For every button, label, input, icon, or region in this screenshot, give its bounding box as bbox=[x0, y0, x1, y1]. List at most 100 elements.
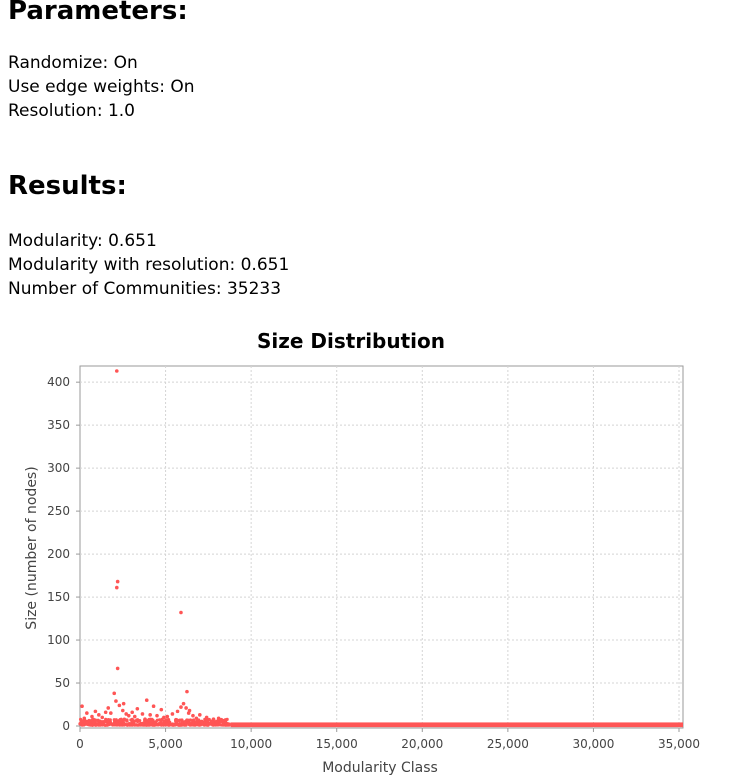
data-point bbox=[198, 713, 202, 717]
data-point bbox=[185, 689, 189, 694]
y-tick-label: 300 bbox=[47, 461, 70, 475]
data-point bbox=[103, 710, 108, 715]
dense-band-point bbox=[105, 723, 110, 727]
data-point bbox=[175, 709, 180, 714]
edge-weights-text: Use edge weights: On bbox=[8, 77, 195, 97]
dense-band-point bbox=[78, 717, 83, 721]
dense-band-point bbox=[150, 720, 154, 724]
dense-band-point bbox=[221, 722, 225, 727]
x-tick-label: 0 bbox=[76, 737, 84, 751]
dense-band-point bbox=[215, 720, 219, 724]
data-point bbox=[100, 715, 105, 720]
dense-band-point bbox=[125, 718, 129, 722]
data-point bbox=[135, 707, 140, 711]
data-point bbox=[114, 699, 118, 703]
data-point bbox=[151, 704, 156, 709]
x-tick-label: 10,000 bbox=[230, 737, 272, 751]
y-tick-label: 200 bbox=[47, 547, 70, 561]
data-point bbox=[126, 713, 131, 718]
data-point bbox=[170, 712, 175, 716]
dense-band-point bbox=[211, 723, 215, 727]
data-point bbox=[143, 717, 147, 721]
x-axis-title: Modularity Class bbox=[322, 760, 438, 776]
dense-band-point bbox=[133, 719, 137, 723]
dense-band-point bbox=[119, 719, 123, 723]
dense-band-point bbox=[135, 719, 140, 724]
data-points bbox=[80, 369, 228, 722]
dense-band-point bbox=[173, 723, 177, 727]
randomize-text: Randomize: On bbox=[8, 53, 138, 73]
data-point bbox=[82, 716, 87, 721]
dense-band-point bbox=[103, 719, 108, 723]
x-tick-label: 15,000 bbox=[316, 737, 358, 751]
data-point bbox=[165, 714, 170, 719]
data-point bbox=[216, 716, 221, 721]
modularity-resolution-text: Modularity with resolution: 0.651 bbox=[8, 255, 290, 275]
data-point bbox=[179, 705, 183, 709]
data-point bbox=[211, 717, 216, 721]
dense-band-point bbox=[147, 723, 151, 727]
dense-band-point bbox=[141, 723, 145, 727]
data-point bbox=[117, 703, 122, 708]
chart-title: Size Distribution bbox=[257, 329, 445, 353]
data-point bbox=[85, 711, 89, 715]
resolution-text: Resolution: 1.0 bbox=[8, 101, 135, 121]
data-point bbox=[179, 610, 183, 615]
data-point bbox=[194, 716, 199, 721]
x-tick-label: 30,000 bbox=[572, 737, 614, 751]
dense-band-point bbox=[115, 720, 119, 724]
dense-band-point bbox=[226, 722, 230, 726]
dense-band-point bbox=[185, 718, 189, 722]
dense-band-point bbox=[224, 721, 228, 725]
data-point bbox=[109, 711, 113, 715]
y-axis-title: Size (number of nodes) bbox=[24, 466, 40, 629]
data-point bbox=[184, 706, 188, 710]
dense-band-point bbox=[81, 722, 85, 727]
data-point bbox=[204, 715, 209, 720]
y-tick-label: 250 bbox=[47, 504, 70, 518]
dense-band-point bbox=[125, 723, 129, 727]
data-point bbox=[106, 706, 111, 710]
data-point bbox=[144, 698, 149, 703]
data-point bbox=[80, 704, 84, 709]
data-point bbox=[93, 709, 98, 714]
dense-band-point bbox=[219, 720, 223, 724]
dense-band-point bbox=[180, 720, 184, 724]
data-point bbox=[115, 666, 120, 671]
dense-band-point bbox=[153, 721, 157, 726]
data-point bbox=[112, 691, 117, 696]
data-point bbox=[162, 715, 166, 720]
data-point bbox=[159, 707, 164, 712]
x-tick-label: 35,000 bbox=[658, 737, 700, 751]
data-point bbox=[90, 714, 94, 719]
dense-band-point bbox=[139, 721, 143, 725]
dense-band-point bbox=[119, 723, 123, 727]
y-tick-label: 100 bbox=[47, 633, 70, 647]
dense-band-point bbox=[113, 721, 117, 726]
dense-band-tail bbox=[230, 722, 683, 728]
x-tick-label: 5,000 bbox=[148, 737, 182, 751]
dense-band-point bbox=[122, 717, 126, 721]
y-tick-label: 50 bbox=[55, 676, 70, 690]
dense-band-point bbox=[122, 723, 127, 727]
axis-ticks: 0 5,000 10,000 15,000 20,000 25,000 30,000 35,0… bbox=[47, 375, 700, 751]
dense-band-point bbox=[210, 720, 215, 724]
data-point bbox=[174, 718, 178, 722]
dense-band-point bbox=[130, 723, 135, 727]
data-point bbox=[121, 701, 126, 706]
dense-band-point bbox=[206, 718, 210, 722]
x-tick-label: 20,000 bbox=[401, 737, 443, 751]
data-point bbox=[223, 718, 228, 722]
dense-band-point bbox=[194, 720, 198, 725]
data-point bbox=[130, 710, 134, 715]
dense-band-point bbox=[178, 723, 182, 727]
dense-band-point bbox=[165, 723, 169, 727]
communities-text: Number of Communities: 35233 bbox=[8, 279, 282, 299]
dense-band-point bbox=[92, 720, 96, 724]
dense-point-band bbox=[78, 717, 683, 728]
dense-band-point bbox=[188, 723, 192, 727]
dense-band-point bbox=[205, 723, 209, 727]
dense-band-point bbox=[133, 723, 137, 727]
dense-band-point bbox=[197, 723, 202, 727]
